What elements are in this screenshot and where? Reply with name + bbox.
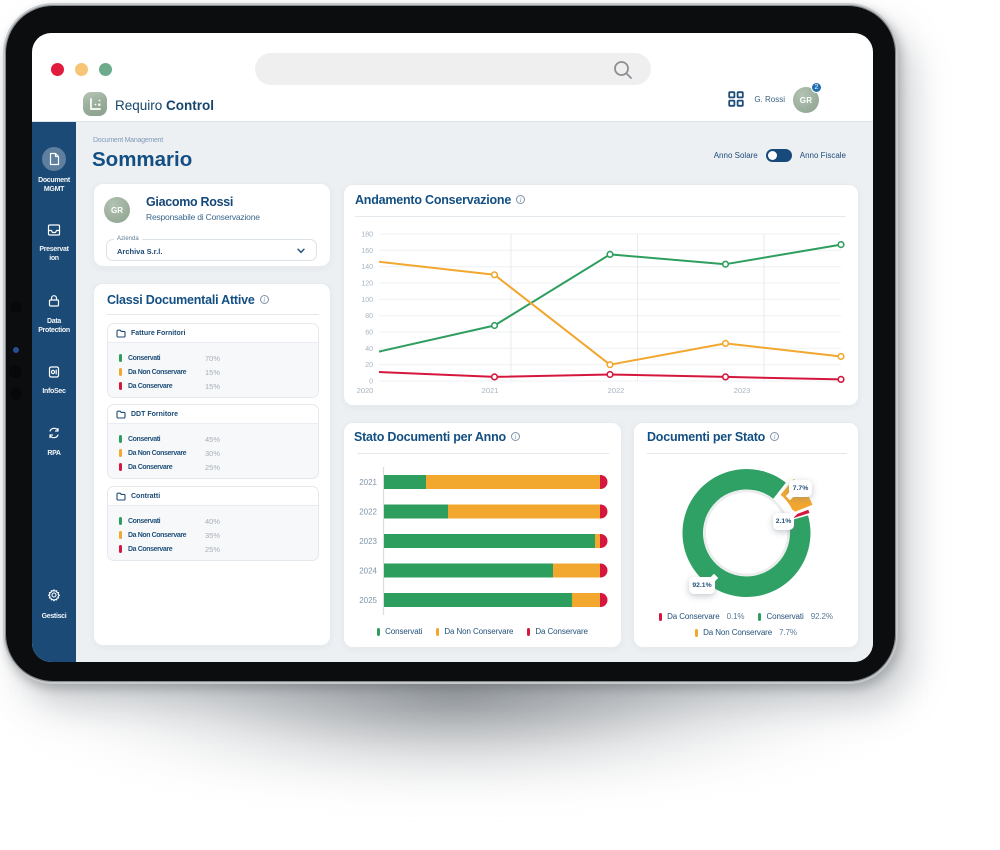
svg-text:180: 180 (361, 232, 373, 239)
svg-text:2025: 2025 (359, 596, 377, 605)
svg-text:2020: 2020 (357, 386, 374, 395)
svg-text:2021: 2021 (359, 478, 377, 487)
svg-text:100: 100 (361, 297, 373, 304)
svg-text:2022: 2022 (359, 508, 377, 517)
svg-text:60: 60 (365, 330, 373, 337)
svg-text:140: 140 (361, 264, 373, 271)
svg-text:80: 80 (365, 313, 373, 320)
svg-text:2022: 2022 (608, 386, 625, 395)
svg-text:0: 0 (369, 379, 373, 386)
svg-text:2023: 2023 (359, 537, 377, 546)
svg-text:120: 120 (361, 281, 373, 288)
svg-text:2023: 2023 (734, 386, 751, 395)
svg-text:40: 40 (365, 346, 373, 353)
svg-text:2024: 2024 (359, 567, 377, 576)
svg-text:20: 20 (365, 362, 373, 369)
svg-text:2021: 2021 (482, 386, 499, 395)
svg-text:160: 160 (361, 248, 373, 255)
